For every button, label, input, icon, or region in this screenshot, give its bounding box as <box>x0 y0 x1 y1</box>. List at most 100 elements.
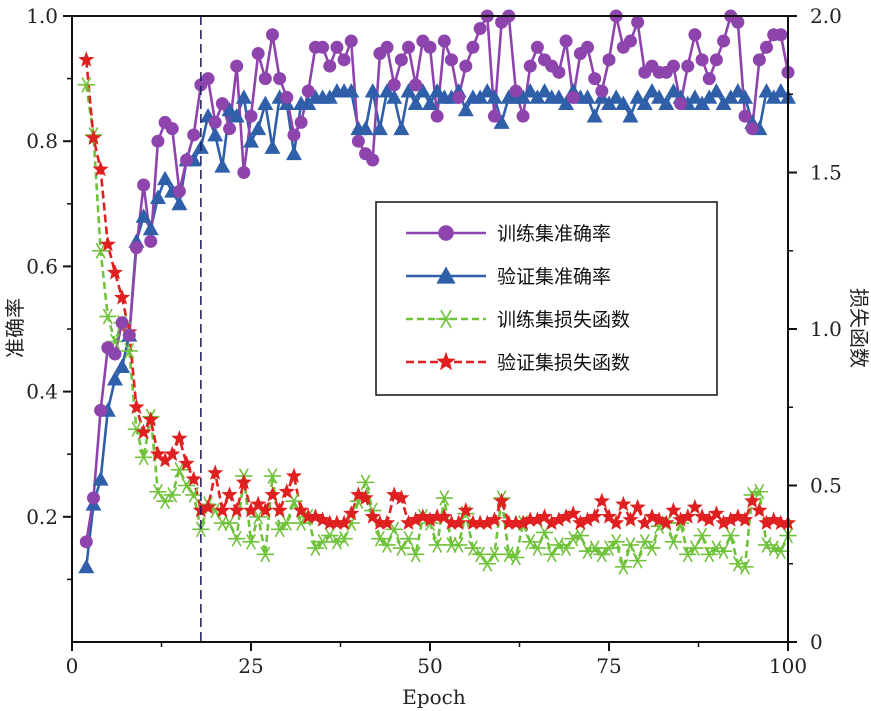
data-point-s3-15 <box>185 470 202 487</box>
data-point-s0-33 <box>316 40 330 54</box>
data-point-s0-2 <box>94 403 108 417</box>
data-point-s0-46 <box>409 78 423 92</box>
data-point-s3-36 <box>336 514 353 530</box>
data-point-s2-16 <box>192 521 210 538</box>
data-point-s2-7-stroke-2 <box>131 421 142 437</box>
data-point-s0-51 <box>444 53 458 67</box>
data-point-s0-93 <box>745 122 759 136</box>
data-point-s2-26 <box>263 468 282 484</box>
data-point-s1-25 <box>257 95 274 111</box>
data-point-s2-25-stroke-2 <box>260 546 271 563</box>
data-point-s2-79 <box>643 540 661 556</box>
data-point-s0-45 <box>402 40 416 54</box>
data-point-s3-20 <box>221 486 238 502</box>
data-point-s3-59 <box>500 514 517 530</box>
data-point-s2-77 <box>628 552 647 569</box>
data-point-s2-34 <box>320 527 339 544</box>
data-point-s2-78 <box>635 534 654 550</box>
data-point-s3-94 <box>751 502 768 518</box>
data-point-s2-64-stroke-2 <box>539 524 550 541</box>
data-point-s2-92-stroke-2 <box>740 559 750 575</box>
data-point-s2-26-stroke-2 <box>267 468 278 484</box>
data-point-s2-67 <box>557 540 575 556</box>
data-point-s0-26 <box>265 28 279 42</box>
data-point-s3-81 <box>658 514 675 530</box>
data-point-s1-0 <box>78 558 95 574</box>
data-point-s0-27 <box>273 72 287 86</box>
data-point-s1-81 <box>658 95 675 111</box>
data-point-s2-76-stroke-2 <box>625 537 636 553</box>
data-point-s3-45 <box>400 514 417 530</box>
data-point-s1-24 <box>250 120 267 136</box>
data-point-s1-53 <box>457 101 474 117</box>
data-point-s3-84 <box>679 508 696 524</box>
legend-label-3: 验证集损失函数 <box>497 352 630 374</box>
data-point-s3-77 <box>629 498 646 515</box>
data-point-s0-83 <box>674 97 688 111</box>
data-point-s2-41-stroke-2 <box>375 530 385 547</box>
data-point-s3-72 <box>593 492 610 508</box>
data-point-s2-15-stroke-2 <box>188 487 199 503</box>
y-left-tick-label-3: 0.8 <box>26 129 58 153</box>
data-point-s3-40 <box>364 508 381 524</box>
data-point-s2-21 <box>227 530 246 547</box>
data-point-s0-18 <box>208 115 222 129</box>
data-point-s0-44 <box>394 53 408 67</box>
data-point-s3-70 <box>579 511 596 527</box>
data-point-s3-32 <box>307 508 324 524</box>
data-point-s2-23-stroke-2 <box>246 534 256 550</box>
data-point-s2-59-stroke-2 <box>503 546 514 563</box>
data-point-s0-67 <box>559 34 573 48</box>
data-point-s0-68 <box>566 90 580 104</box>
data-point-s0-62 <box>523 59 537 73</box>
data-point-s2-42 <box>378 537 396 553</box>
data-point-s0-70 <box>581 40 595 54</box>
data-point-s2-75 <box>614 559 633 575</box>
data-point-s1-88 <box>708 83 725 98</box>
data-point-s1-75 <box>615 95 632 111</box>
data-point-s0-23 <box>244 109 258 123</box>
data-point-s3-28 <box>278 483 295 499</box>
data-point-s0-53 <box>459 59 473 73</box>
data-point-s1-78 <box>636 95 653 111</box>
data-point-s3-52 <box>450 514 467 530</box>
data-point-s0-29 <box>287 128 301 142</box>
data-point-s3-55 <box>472 514 489 530</box>
data-point-s2-62-stroke-2 <box>525 534 536 550</box>
data-point-s1-74 <box>608 89 625 104</box>
y-left-tick-label-1: 0.4 <box>26 380 58 404</box>
x-axis-title: Epoch <box>402 685 466 709</box>
data-point-s3-46 <box>407 511 424 527</box>
data-point-s0-9 <box>144 234 158 248</box>
data-point-s2-97 <box>772 543 790 559</box>
data-point-s1-64 <box>536 83 553 98</box>
data-point-s3-65 <box>543 514 560 530</box>
data-point-s3-44 <box>393 489 410 505</box>
data-point-s2-87 <box>700 546 719 563</box>
data-point-s3-92 <box>737 511 754 527</box>
data-point-s3-9 <box>142 411 159 427</box>
data-point-s0-6 <box>122 328 136 342</box>
data-point-s2-42-stroke-2 <box>382 537 392 553</box>
data-point-s2-74-stroke-2 <box>611 534 621 550</box>
data-point-s0-12 <box>165 122 179 136</box>
data-point-s2-66-stroke-2 <box>554 537 564 553</box>
data-point-s2-74 <box>607 534 625 550</box>
data-point-s2-16-stroke-2 <box>196 521 206 538</box>
data-point-s1-22 <box>235 89 252 104</box>
data-point-s3-51 <box>443 514 460 530</box>
data-point-s0-89 <box>717 34 731 48</box>
data-point-s2-32 <box>306 540 325 556</box>
data-point-s1-29 <box>285 145 302 161</box>
data-point-s2-56-stroke-2 <box>482 556 493 572</box>
data-point-s2-23 <box>242 534 260 550</box>
data-point-s3-61 <box>515 514 532 530</box>
data-point-s3-96 <box>765 511 782 527</box>
data-point-s2-68-stroke-2 <box>568 530 579 547</box>
legend-label-2: 训练集损失函数 <box>497 309 630 331</box>
data-point-s1-45 <box>400 83 417 98</box>
data-point-s2-46 <box>406 546 425 563</box>
data-point-s2-10-stroke-2 <box>153 484 163 500</box>
data-point-s3-64 <box>536 508 553 524</box>
data-point-s0-97 <box>774 28 788 42</box>
